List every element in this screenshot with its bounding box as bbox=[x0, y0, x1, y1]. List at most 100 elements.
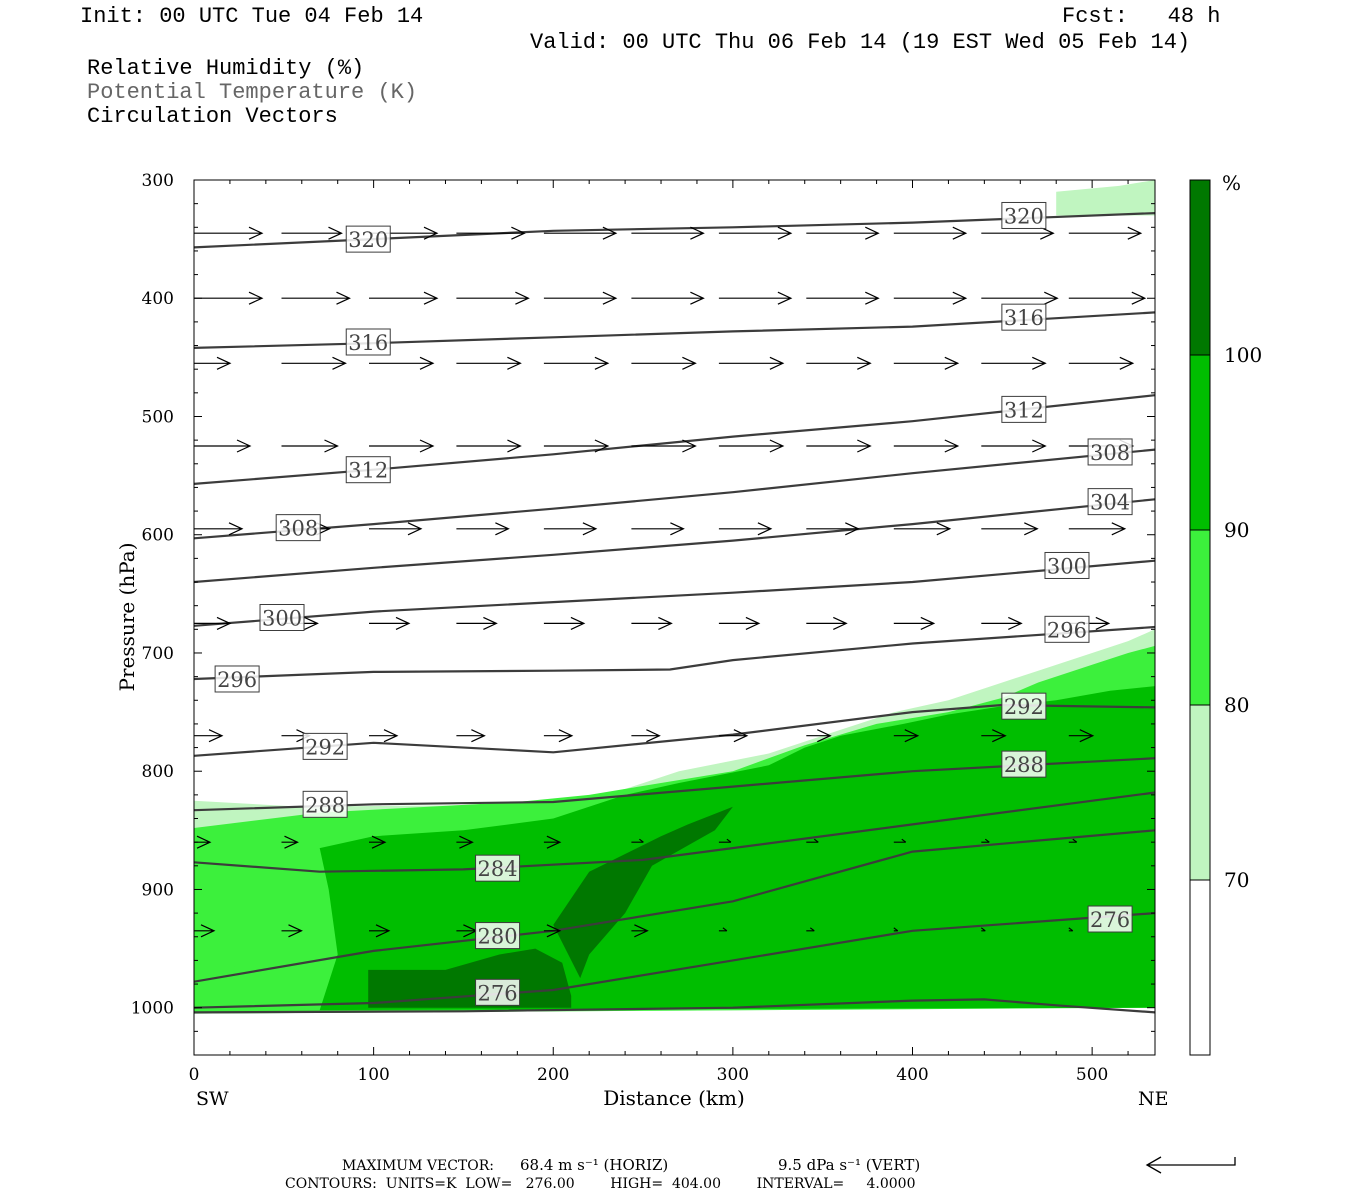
colorbar-swatch-2 bbox=[1190, 530, 1210, 705]
vector-2-8 bbox=[893, 356, 960, 370]
contour-label-box-316-1 bbox=[1001, 303, 1047, 331]
colorbar-unit: % bbox=[1222, 171, 1241, 195]
vector-7-11 bbox=[1156, 839, 1160, 842]
x-tick-label-200: 200 bbox=[537, 1065, 569, 1085]
vector-2-9 bbox=[981, 356, 1047, 370]
contour-label-296-0: 296 bbox=[217, 668, 257, 692]
contour-label-320-0: 320 bbox=[348, 228, 388, 252]
vector-6-0 bbox=[194, 729, 224, 743]
vector-1-7 bbox=[806, 291, 880, 305]
vector-6-7 bbox=[806, 729, 832, 743]
vector-3-8 bbox=[893, 439, 960, 453]
vector-1-4 bbox=[543, 291, 618, 305]
vector-6-6 bbox=[718, 729, 749, 743]
colorbar-label-80: 80 bbox=[1224, 693, 1249, 717]
colorbar-frame bbox=[1189, 179, 1211, 1056]
vector-8-1 bbox=[281, 924, 303, 938]
vector-4-2 bbox=[369, 522, 423, 536]
y-axis-label: Pressure (hPa) bbox=[115, 543, 139, 692]
vector-2-10 bbox=[1068, 356, 1135, 370]
forecast-hour-label: Fcst: 48 h bbox=[1062, 4, 1221, 29]
vector-1-3 bbox=[456, 291, 530, 305]
vector-5-4 bbox=[543, 616, 586, 630]
vector-2-4 bbox=[543, 356, 610, 370]
vector-0-9 bbox=[981, 226, 1055, 240]
valid-time-label: Valid: 00 UTC Thu 06 Feb 14 (19 EST Wed … bbox=[530, 30, 1191, 55]
vector-4-3 bbox=[456, 522, 510, 536]
max-vector-vert: 9.5 dPa s⁻¹ (VERT) bbox=[778, 1156, 921, 1174]
vector-0-3 bbox=[456, 226, 526, 240]
cross-section-chart: 320 320 316 316 312 312 308 308 304 300 300 296 296 2… bbox=[115, 171, 1262, 1110]
contour-label-300-0: 300 bbox=[262, 607, 302, 631]
vector-3-3 bbox=[456, 439, 522, 453]
colorbar: 70 80 90 100 bbox=[1189, 179, 1262, 1056]
theta-contour-316 bbox=[194, 311, 1155, 349]
contour-label-292-1: 292 bbox=[1004, 695, 1044, 719]
vector-0-6 bbox=[718, 226, 793, 240]
contour-label-box-284-0 bbox=[475, 854, 521, 882]
vector-8-5 bbox=[631, 924, 649, 938]
vector-5-5 bbox=[631, 616, 673, 630]
vector-5-0 bbox=[194, 616, 232, 630]
vector-0-8 bbox=[893, 226, 968, 240]
theta-contour-320 bbox=[194, 212, 1155, 249]
vector-2-11 bbox=[1156, 357, 1220, 369]
vector-0-7 bbox=[806, 226, 880, 240]
vector-1-5 bbox=[631, 291, 705, 305]
vector-3-6 bbox=[718, 439, 785, 453]
vector-2-5 bbox=[631, 356, 697, 370]
vector-8-6 bbox=[718, 927, 728, 932]
vector-7-4 bbox=[543, 835, 562, 849]
contour-label-box-300-0 bbox=[259, 604, 305, 631]
reference-vector-icon bbox=[1145, 1156, 1236, 1174]
contour-label-box-300-1 bbox=[1044, 551, 1090, 579]
vector-6-11 bbox=[1156, 730, 1180, 742]
contour-label-box-296-1 bbox=[1044, 615, 1090, 643]
contour-label-296-1: 296 bbox=[1047, 618, 1087, 642]
x-tick-label-100: 100 bbox=[357, 1065, 389, 1085]
theta-contour-300 bbox=[194, 559, 1155, 627]
vector-0-1 bbox=[281, 226, 343, 240]
contour-label-288-0: 288 bbox=[305, 793, 345, 817]
vector-1-1 bbox=[281, 291, 351, 305]
vector-7-8 bbox=[893, 838, 907, 843]
contour-label-320-1: 320 bbox=[1004, 204, 1044, 228]
vector-8-4 bbox=[543, 924, 562, 938]
vector-6-8 bbox=[893, 729, 920, 743]
contour-label-304-0: 304 bbox=[1090, 491, 1130, 515]
y-tick-label-600: 600 bbox=[142, 526, 174, 546]
vector-8-8 bbox=[893, 927, 899, 932]
contour-label-box-288-0 bbox=[302, 790, 348, 818]
colorbar-swatch-0 bbox=[1190, 880, 1210, 1055]
theta-contour-296 bbox=[194, 625, 1155, 681]
x-end-label-sw: SW bbox=[196, 1088, 229, 1110]
contour-label-box-312-0 bbox=[345, 456, 391, 484]
rh-region-100-5 bbox=[553, 806, 733, 979]
contour-label-box-292-0 bbox=[302, 732, 348, 760]
field-relative-humidity: Relative Humidity (%) bbox=[87, 56, 365, 81]
vector-3-2 bbox=[369, 439, 435, 453]
x-tick-label-0: 0 bbox=[189, 1065, 200, 1085]
vector-5-7 bbox=[806, 616, 848, 630]
vector-5-9 bbox=[981, 616, 1023, 630]
y-tick-label-300: 300 bbox=[142, 171, 174, 191]
vector-3-0 bbox=[194, 439, 252, 453]
vector-6-2 bbox=[369, 729, 399, 743]
vector-4-6 bbox=[718, 522, 773, 536]
y-tick-label-700: 700 bbox=[142, 644, 174, 664]
vector-0-4 bbox=[543, 226, 618, 240]
vector-5-2 bbox=[369, 616, 411, 630]
vector-1-0 bbox=[194, 291, 264, 305]
colorbar-label-100: 100 bbox=[1224, 343, 1262, 367]
vector-7-7 bbox=[806, 838, 819, 843]
vector-4-0 bbox=[194, 522, 244, 536]
x-tick-label-300: 300 bbox=[717, 1065, 749, 1085]
vector-8-10 bbox=[1068, 927, 1074, 932]
y-tick-label-400: 400 bbox=[142, 289, 174, 309]
vector-3-4 bbox=[543, 439, 610, 453]
vector-5-6 bbox=[718, 616, 761, 630]
contour-label-box-320-1 bbox=[1001, 201, 1047, 229]
vector-3-11 bbox=[1156, 440, 1220, 452]
contour-label-276-1: 276 bbox=[1090, 908, 1130, 932]
vector-8-9 bbox=[980, 927, 986, 932]
